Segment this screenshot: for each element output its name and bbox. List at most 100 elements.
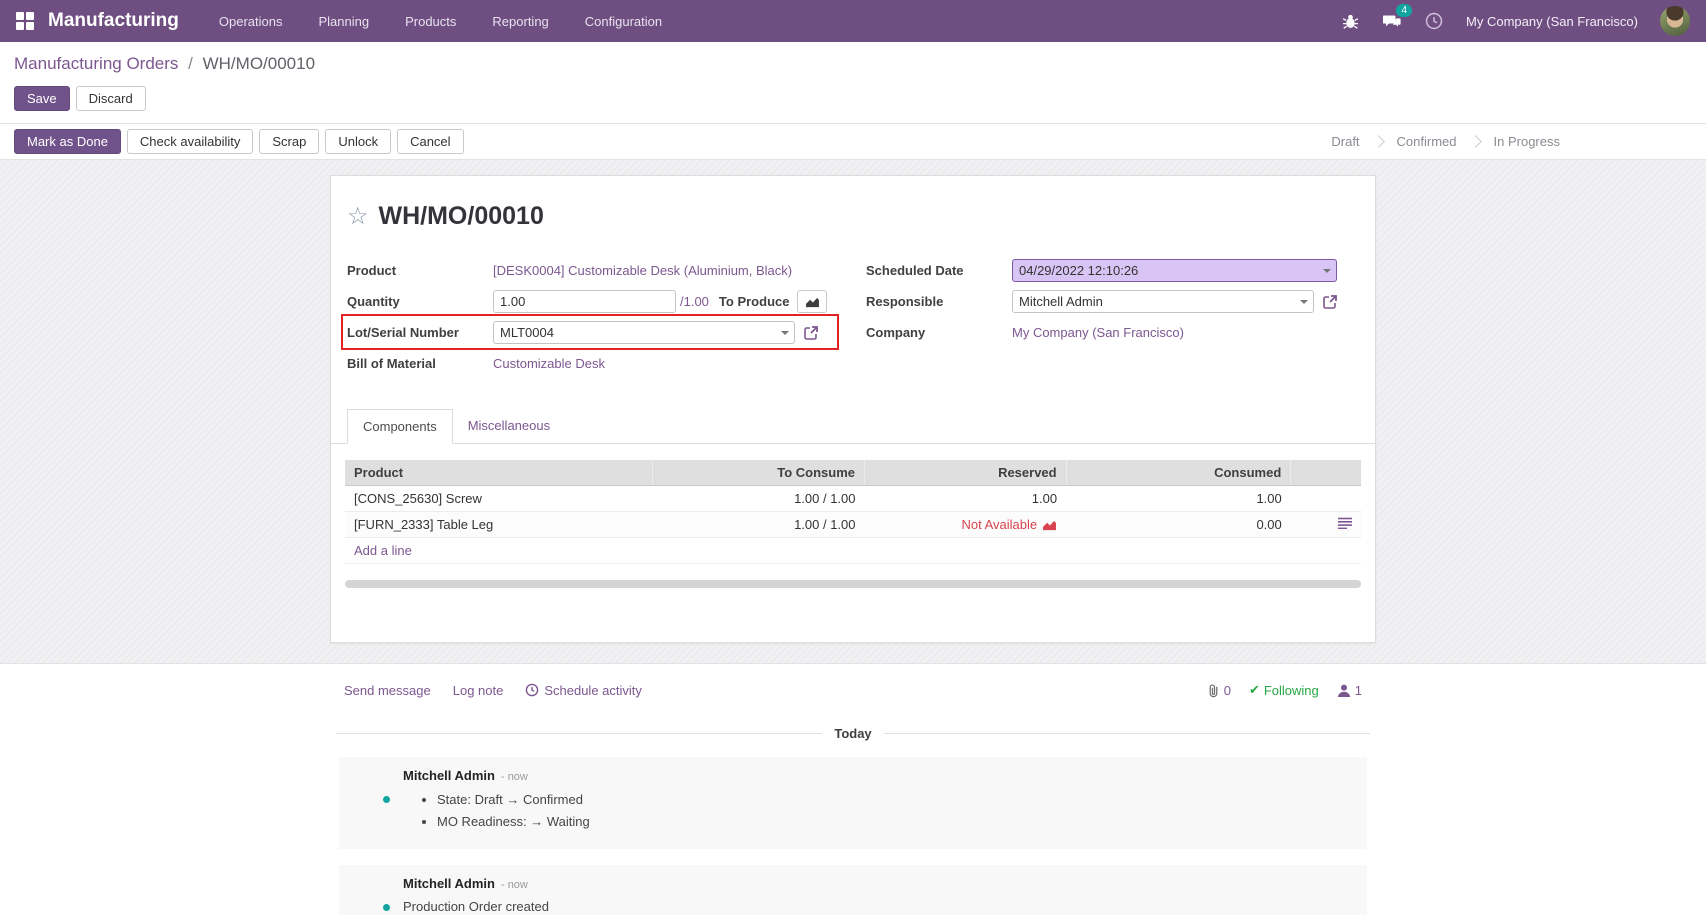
table-row[interactable]: [FURN_2333] Table Leg 1.00 / 1.00 Not Av… [345,511,1361,538]
discard-button[interactable]: Discard [75,86,146,111]
table-row[interactable]: [CONS_25630] Screw 1.00 / 1.00 1.00 1.00 [345,485,1361,512]
user-avatar[interactable] [1660,6,1690,36]
quantity-label: Quantity [347,294,400,309]
cell-consumed[interactable]: 0.00 [1066,511,1291,538]
nav-menu: Operations Planning Products Reporting C… [219,14,662,29]
date-divider: Today [336,726,1371,741]
cell-product[interactable]: [FURN_2333] Table Leg [345,511,653,538]
responsible-external-link-icon[interactable] [1322,294,1338,310]
field-quantity: Quantity /1.00 To Produce [347,286,857,317]
move-lines-list-icon [1338,517,1352,529]
menu-reporting[interactable]: Reporting [492,13,549,29]
mark-as-done-button[interactable]: Mark as Done [14,129,121,154]
cell-to-consume[interactable]: 1.00 / 1.00 [652,485,865,512]
date-divider-label: Today [834,726,872,741]
log-note-button[interactable]: Log note [452,682,504,698]
responsible-input[interactable] [1012,290,1314,313]
message-body: Production Order created [403,899,549,914]
message-count-badge: 4 [1396,4,1413,17]
message-timestamp: - now [500,771,528,783]
chatter: Send message Log note Schedule activity … [0,663,1706,915]
lot-serial-input[interactable] [493,321,795,344]
company-switcher[interactable]: My Company (San Francisco) [1466,13,1638,29]
action-bar: Mark as Done Check availability Scrap Un… [0,123,1706,160]
message-timestamp: - now [500,879,528,891]
send-message-button[interactable]: Send message [344,682,431,698]
quantity-input[interactable] [493,290,676,313]
activities-clock-icon[interactable] [1424,11,1444,31]
field-product: Product [DESK0004] Customizable Desk (Al… [347,255,857,286]
online-presence-dot [381,794,392,805]
following-toggle[interactable]: ✔ Following [1249,682,1319,698]
scheduled-date-label: Scheduled Date [866,263,964,278]
status-confirmed[interactable]: Confirmed [1396,134,1457,149]
menu-configuration[interactable]: Configuration [584,13,663,29]
save-button[interactable]: Save [14,86,70,111]
attachments-button[interactable]: 0 [1207,683,1231,698]
check-icon: ✔ [1248,682,1260,697]
breadcrumb-separator: / [188,54,193,73]
cell-actions[interactable] [1290,511,1361,538]
followers-button[interactable]: 1 [1337,683,1362,698]
tab-miscellaneous[interactable]: Miscellaneous [467,418,551,433]
lot-serial-label: Lot/Serial Number [347,325,459,340]
col-header-consumed[interactable]: Consumed [1065,460,1291,486]
chevron-right-icon [1371,135,1385,148]
follower-person-icon [1337,684,1350,697]
col-header-actions [1290,460,1361,486]
notebook-tabs: Components Miscellaneous [331,409,1375,444]
breadcrumb: Manufacturing Orders / WH/MO/00010 [14,54,1692,74]
favorite-star-icon[interactable]: ☆ [347,202,369,230]
message-author[interactable]: Mitchell Admin [403,876,495,891]
schedule-activity-button[interactable]: Schedule activity [525,683,642,698]
chevron-right-icon [1468,135,1482,148]
forecast-alert-icon[interactable] [1042,519,1057,531]
unlock-button[interactable]: Unlock [325,129,392,154]
status-in-progress[interactable]: In Progress [1493,134,1560,149]
page-title: WH/MO/00010 [378,202,544,230]
cell-reserved[interactable]: Not Available [864,511,1067,538]
bom-value-link[interactable]: Customizable Desk [493,356,605,371]
form-view-background: ☆ WH/MO/00010 Product [DESK0004] Customi… [0,160,1706,663]
area-chart-icon [806,297,819,307]
cell-reserved[interactable]: 1.00 [864,485,1067,512]
clock-icon [526,683,539,697]
app-title[interactable]: Manufacturing [48,10,179,31]
not-available-text: Not Available [961,517,1038,532]
tab-components[interactable]: Components [347,409,453,444]
menu-operations[interactable]: Operations [218,13,283,29]
cell-product[interactable]: [CONS_25630] Screw [345,485,653,512]
apps-grid-icon[interactable] [16,12,34,30]
messages-icon[interactable]: 4 [1382,4,1413,31]
company-label: Company [866,325,926,340]
status-pipeline: Draft Confirmed In Progress [1331,134,1692,149]
status-draft[interactable]: Draft [1331,134,1360,149]
message-author[interactable]: Mitchell Admin [403,768,495,783]
check-availability-button[interactable]: Check availability [126,129,254,154]
quantity-total: /1.00 [680,294,709,309]
add-a-line-link[interactable]: Add a line [345,537,1361,564]
field-scheduled-date: Scheduled Date [866,255,1359,286]
col-header-product[interactable]: Product [345,460,653,486]
menu-products[interactable]: Products [405,13,457,29]
breadcrumb-parent[interactable]: Manufacturing Orders [14,54,179,73]
menu-planning[interactable]: Planning [318,13,370,29]
lot-external-link-icon[interactable] [803,325,819,341]
cell-to-consume[interactable]: 1.00 / 1.00 [652,511,865,538]
following-label: Following [1263,682,1319,698]
forecast-report-button[interactable] [797,290,828,313]
cell-actions [1290,485,1361,512]
scrap-button[interactable]: Scrap [259,129,320,154]
form-sheet: ☆ WH/MO/00010 Product [DESK0004] Customi… [330,175,1376,643]
col-header-to-consume[interactable]: To Consume [652,460,865,486]
product-value-link[interactable]: [DESK0004] Customizable Desk (Aluminium,… [493,263,793,278]
tracking-change: State: Draft → Confirmed [437,792,1351,807]
company-value-link[interactable]: My Company (San Francisco) [1012,325,1184,340]
scheduled-date-input[interactable] [1012,259,1337,282]
cell-consumed[interactable]: 1.00 [1066,485,1291,512]
horizontal-scrollbar[interactable] [345,580,1361,588]
col-header-reserved[interactable]: Reserved [864,460,1067,486]
field-bill-of-material: Bill of Material Customizable Desk [347,348,857,379]
cancel-button[interactable]: Cancel [397,129,464,154]
debug-bug-icon[interactable] [1340,11,1360,31]
